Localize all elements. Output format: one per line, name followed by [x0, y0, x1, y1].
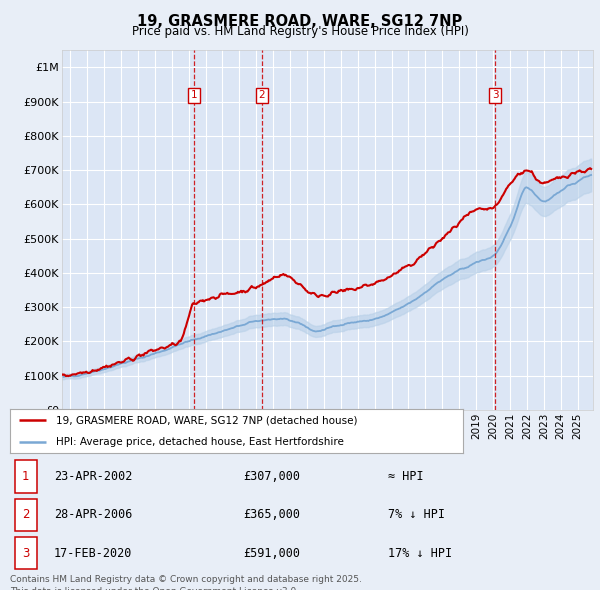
Text: 17% ↓ HPI: 17% ↓ HPI: [389, 546, 452, 560]
Text: 28-APR-2006: 28-APR-2006: [54, 508, 132, 522]
Text: £591,000: £591,000: [243, 546, 300, 560]
Text: ≈ HPI: ≈ HPI: [389, 470, 424, 483]
FancyBboxPatch shape: [15, 460, 37, 493]
Text: 23-APR-2002: 23-APR-2002: [54, 470, 132, 483]
Text: HPI: Average price, detached house, East Hertfordshire: HPI: Average price, detached house, East…: [56, 437, 343, 447]
FancyBboxPatch shape: [15, 499, 37, 531]
Text: Price paid vs. HM Land Registry's House Price Index (HPI): Price paid vs. HM Land Registry's House …: [131, 25, 469, 38]
Text: 19, GRASMERE ROAD, WARE, SG12 7NP (detached house): 19, GRASMERE ROAD, WARE, SG12 7NP (detac…: [56, 415, 357, 425]
Text: Contains HM Land Registry data © Crown copyright and database right 2025.
This d: Contains HM Land Registry data © Crown c…: [10, 575, 362, 590]
Text: 2: 2: [22, 508, 29, 522]
Text: 2: 2: [259, 90, 265, 100]
Text: £365,000: £365,000: [243, 508, 300, 522]
Text: 1: 1: [22, 470, 29, 483]
Text: 1: 1: [191, 90, 197, 100]
Text: 7% ↓ HPI: 7% ↓ HPI: [389, 508, 445, 522]
Text: 3: 3: [492, 90, 499, 100]
Text: 19, GRASMERE ROAD, WARE, SG12 7NP: 19, GRASMERE ROAD, WARE, SG12 7NP: [137, 14, 463, 28]
Text: 3: 3: [22, 546, 29, 560]
Text: 17-FEB-2020: 17-FEB-2020: [54, 546, 132, 560]
Text: £307,000: £307,000: [243, 470, 300, 483]
FancyBboxPatch shape: [15, 537, 37, 569]
